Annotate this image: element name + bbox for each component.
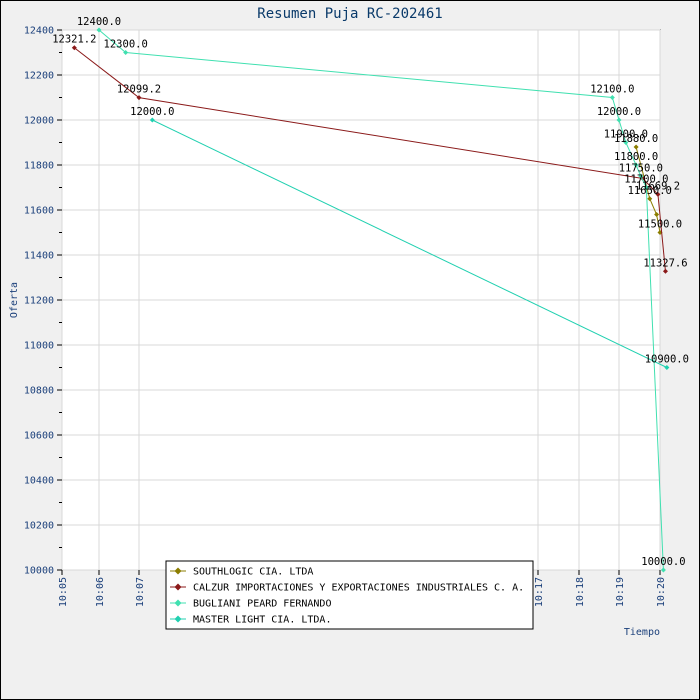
data-point	[643, 185, 649, 190]
data-label: 12099.2	[117, 84, 161, 96]
series-group	[71, 27, 670, 573]
legend: SOUTHLOGIC CIA. LTDA CALZUR IMPORTACIONES…	[165, 560, 534, 630]
y-tick-label: 11600	[24, 206, 54, 217]
x-tick-label: 10:05	[58, 577, 69, 607]
y-tick-label: 10000	[24, 566, 54, 577]
legend-marker	[174, 615, 182, 623]
data-point	[655, 191, 661, 197]
data-point	[623, 140, 629, 145]
legend-label: BUGLIANI PEARD FERNANDO	[193, 599, 331, 610]
data-point	[654, 212, 660, 217]
data-point	[136, 95, 142, 101]
data-point	[660, 567, 666, 573]
y-tick-label: 11000	[24, 341, 54, 352]
y-tick-label: 10800	[24, 386, 54, 397]
data-label: 11800.0	[614, 151, 658, 163]
y-tick-label: 10400	[24, 476, 54, 487]
legend-marker	[174, 567, 182, 575]
y-tick-label: 12400	[24, 26, 54, 37]
chart-title: Resumen Puja RC-202461	[257, 6, 442, 22]
series-1	[633, 144, 663, 235]
data-label: 12000.0	[597, 106, 641, 118]
series-line	[635, 146, 661, 233]
data-label: 12400.0	[77, 16, 121, 28]
y-tick-label: 10200	[24, 521, 54, 532]
y-tick-label: 12200	[24, 71, 54, 82]
x-axis-label: Tiempo	[624, 627, 660, 638]
data-point	[609, 95, 615, 100]
y-axis-label: Oferta	[9, 282, 20, 318]
legend-label: MASTER LIGHT CIA. LTDA.	[193, 615, 331, 626]
data-label: 11750.0	[619, 162, 663, 174]
y-tick-label: 10600	[24, 431, 54, 442]
x-tick-label: 10:07	[135, 577, 146, 607]
legend-box	[165, 560, 534, 630]
legend-label: CALZUR IMPORTACIONES Y EXPORTACIONES IND…	[193, 583, 524, 594]
data-label: 11650.0	[628, 185, 672, 197]
x-tick-label: 10:06	[95, 577, 106, 607]
data-point	[633, 144, 639, 150]
x-tick-label: 10:17	[534, 577, 545, 607]
y-tick-label: 11200	[24, 296, 54, 307]
y-tick-label: 12000	[24, 116, 54, 127]
data-point	[96, 27, 102, 33]
legend-label: SOUTHLOGIC CIA. LTDA	[193, 567, 313, 578]
data-label: 10900.0	[645, 354, 689, 366]
data-point	[149, 117, 155, 123]
series-line	[152, 119, 668, 368]
legend-marker	[174, 583, 182, 591]
data-label: 11880.0	[614, 133, 658, 145]
data-point	[71, 45, 77, 51]
data-point	[664, 365, 670, 370]
data-labels: 11880.0 11650.0 11500.0 12321.2 12099.2 11669…	[52, 16, 689, 568]
data-point	[638, 173, 644, 179]
data-point	[662, 268, 668, 274]
data-point	[647, 196, 653, 202]
series-2	[71, 45, 668, 274]
y-tick-label: 11800	[24, 161, 54, 172]
data-label: 12100.0	[590, 84, 634, 96]
data-label: 12000.0	[130, 106, 174, 118]
data-label: 11669.2	[636, 180, 680, 192]
data-label: 10000.0	[641, 556, 685, 568]
x-tick-label: 10:20	[656, 577, 667, 607]
y-tick-label: 11400	[24, 251, 54, 262]
data-label: 12300.0	[104, 39, 148, 51]
x-tick-label: 10:18	[575, 577, 586, 607]
data-point	[123, 50, 129, 55]
data-point	[616, 117, 622, 123]
series-4	[149, 117, 670, 370]
data-point	[633, 162, 639, 168]
y-axis: 10000 10200 10400 10600 10800 11000 11200 11400…	[24, 26, 62, 577]
legend-marker	[174, 599, 182, 607]
data-label: 11900.0	[604, 129, 648, 141]
data-label: 12321.2	[52, 34, 96, 46]
data-label: 11327.6	[643, 257, 687, 269]
data-label: 11700.0	[624, 174, 668, 186]
x-axis: 10:05 10:06 10:07 10:17 10:18 10:19 10:20	[58, 570, 667, 607]
data-label: 11500.0	[638, 219, 682, 231]
series-3	[96, 27, 666, 573]
x-tick-label: 10:19	[615, 577, 626, 607]
